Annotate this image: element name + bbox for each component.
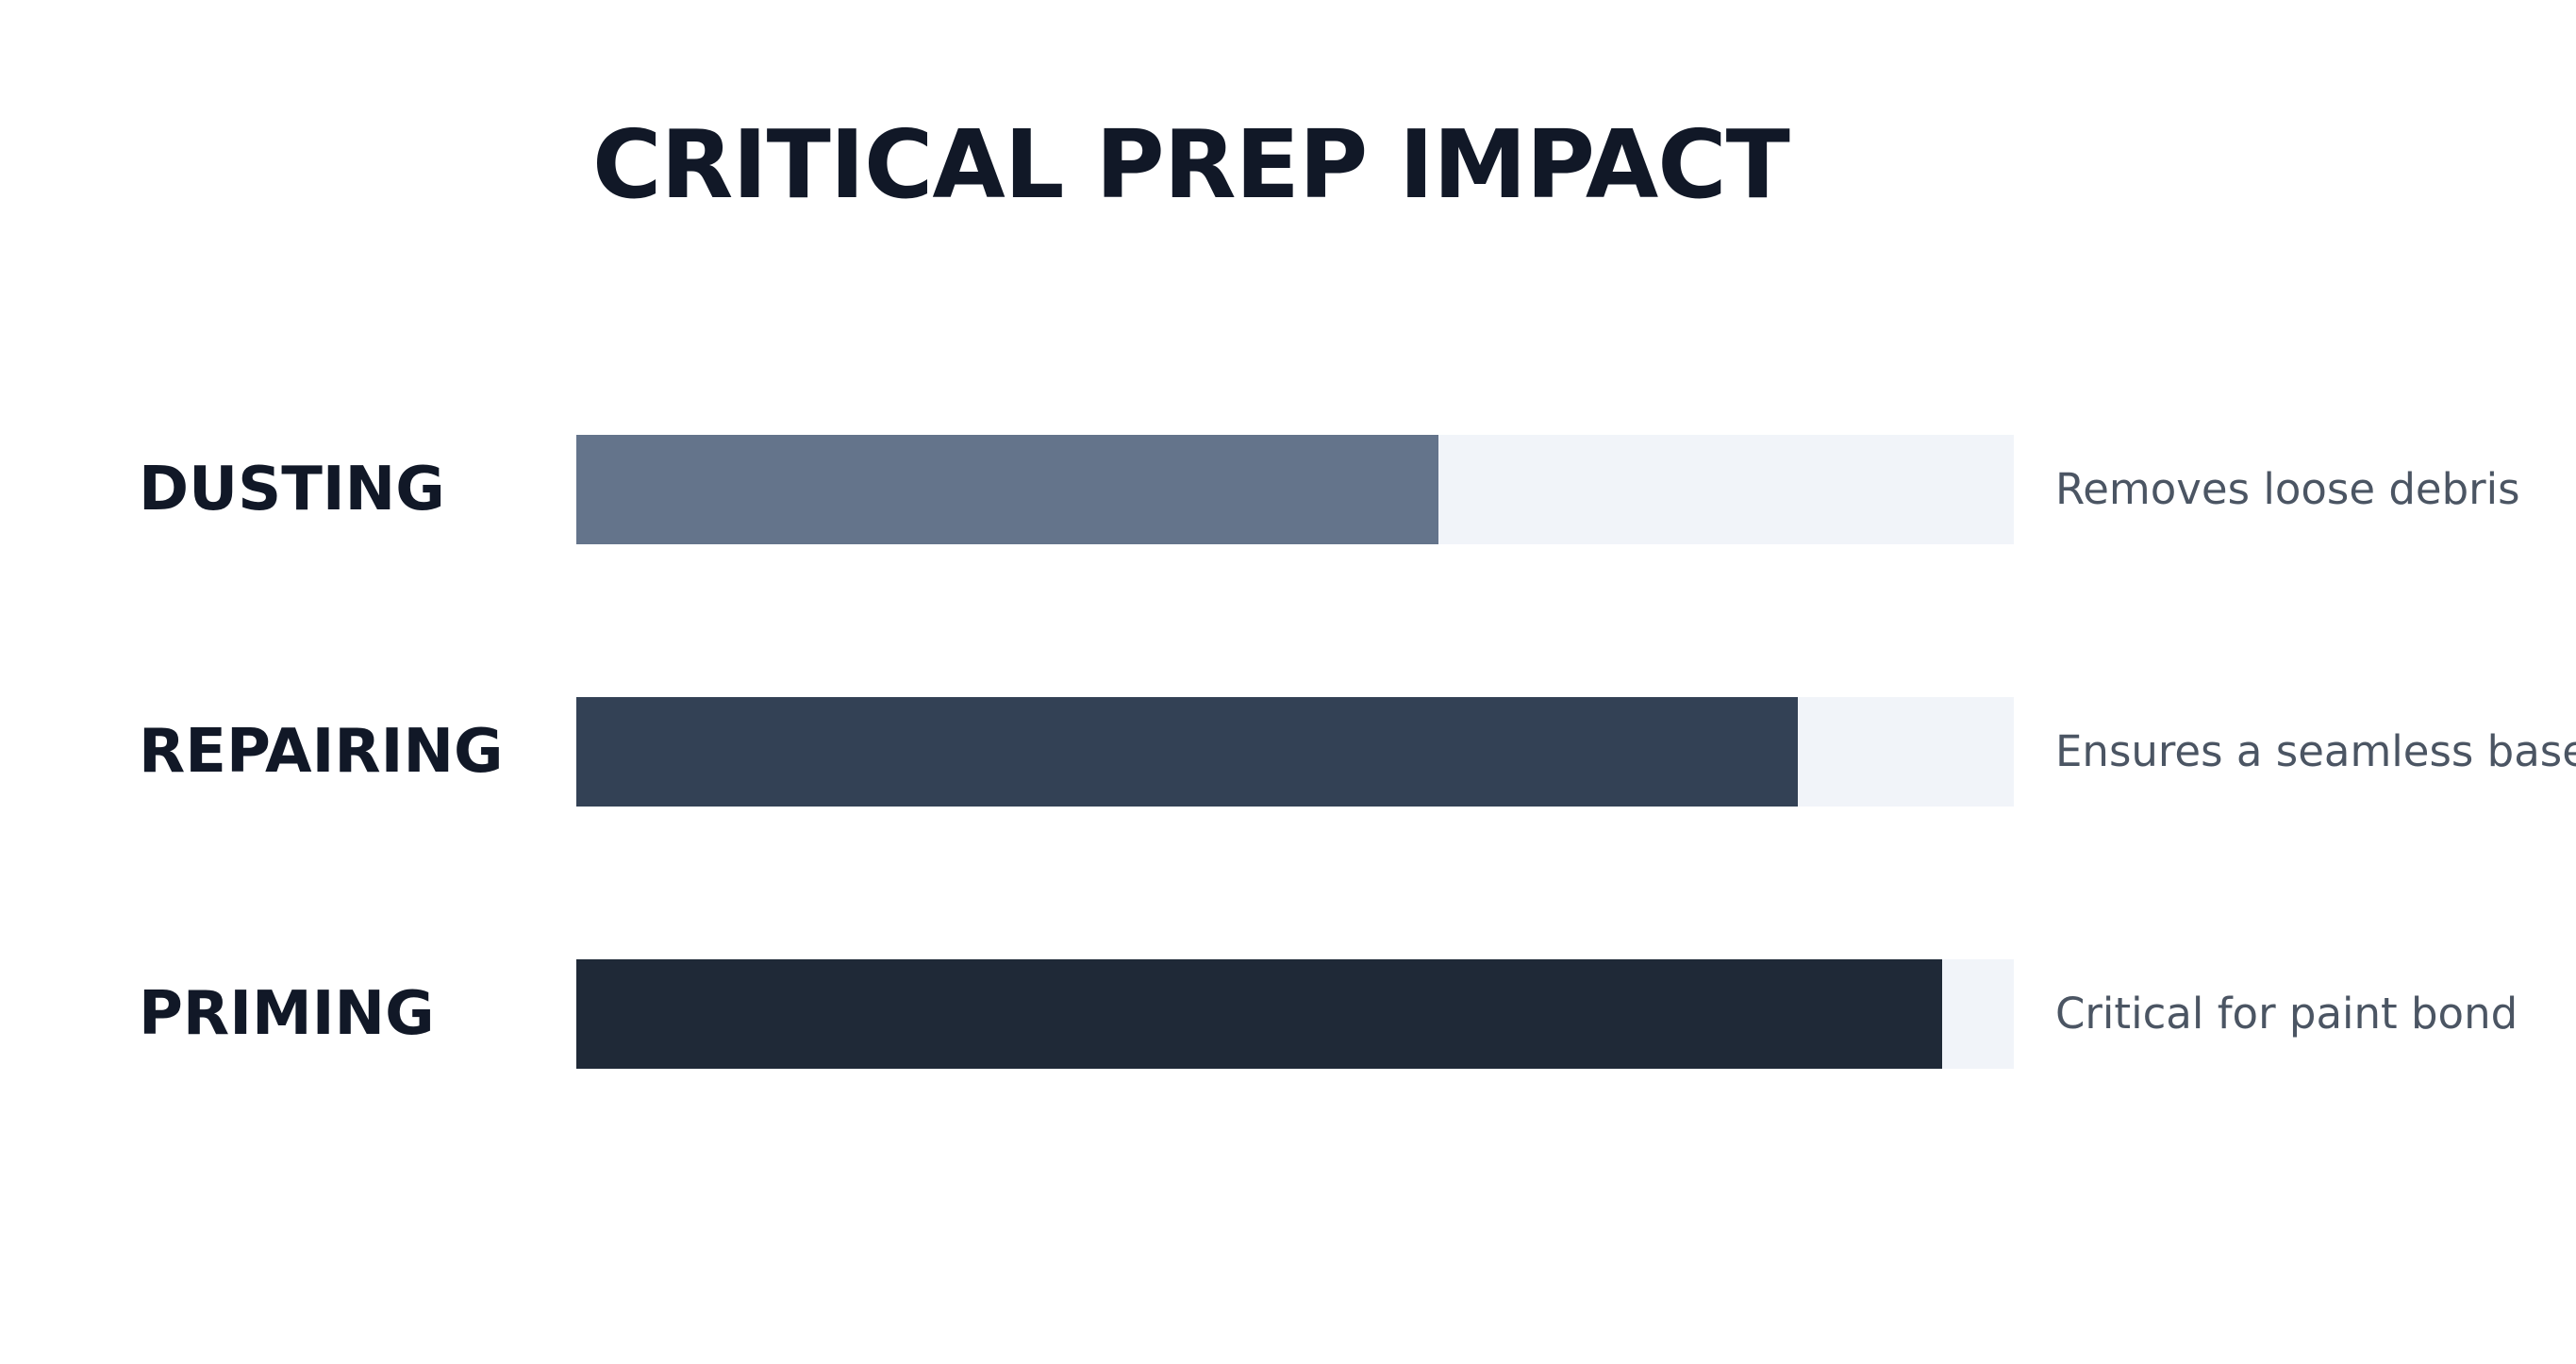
annotation-dusting: Removes loose debris bbox=[2055, 464, 2520, 514]
bar-priming bbox=[576, 959, 1942, 1069]
chart-row-repairing: REPAIRING Ensures a seamless base bbox=[0, 697, 2576, 807]
bar-track-priming bbox=[576, 959, 2014, 1069]
annotation-repairing: Ensures a seamless base bbox=[2055, 726, 2576, 776]
bar-dusting bbox=[576, 435, 1439, 544]
annotation-priming: Critical for paint bond bbox=[2055, 989, 2518, 1039]
category-label-dusting: DUSTING bbox=[139, 455, 445, 524]
chart-row-dusting: DUSTING Removes loose debris bbox=[0, 435, 2576, 544]
chart-row-priming: PRIMING Critical for paint bond bbox=[0, 959, 2576, 1069]
bar-repairing bbox=[576, 697, 1799, 807]
page-title: CRITICAL PREP IMPACT bbox=[592, 109, 1790, 220]
category-label-repairing: REPAIRING bbox=[139, 717, 504, 787]
bar-track-repairing bbox=[576, 697, 2014, 807]
bar-track-dusting bbox=[576, 435, 2014, 544]
category-label-priming: PRIMING bbox=[139, 979, 435, 1049]
